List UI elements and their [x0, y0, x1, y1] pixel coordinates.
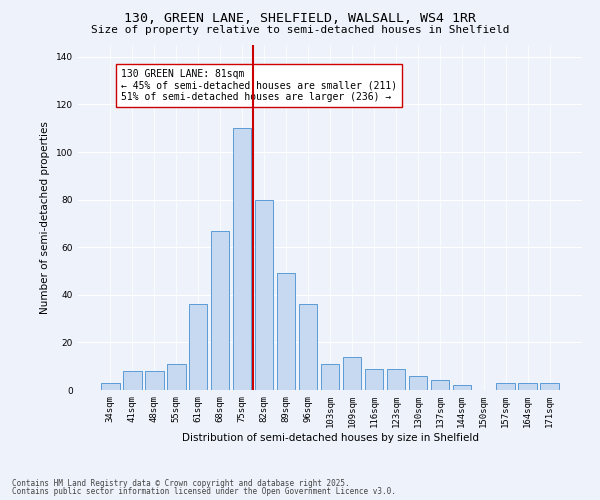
- Y-axis label: Number of semi-detached properties: Number of semi-detached properties: [40, 121, 50, 314]
- Bar: [145, 371, 164, 390]
- Bar: [189, 304, 208, 390]
- Bar: [255, 200, 274, 390]
- Text: 130, GREEN LANE, SHELFIELD, WALSALL, WS4 1RR: 130, GREEN LANE, SHELFIELD, WALSALL, WS4…: [124, 12, 476, 26]
- Bar: [101, 383, 119, 390]
- Bar: [409, 376, 427, 390]
- Bar: [299, 304, 317, 390]
- X-axis label: Distribution of semi-detached houses by size in Shelfield: Distribution of semi-detached houses by …: [182, 432, 479, 442]
- Text: Contains HM Land Registry data © Crown copyright and database right 2025.: Contains HM Land Registry data © Crown c…: [12, 478, 350, 488]
- Bar: [386, 368, 405, 390]
- Bar: [541, 383, 559, 390]
- Bar: [365, 368, 383, 390]
- Bar: [233, 128, 251, 390]
- Bar: [343, 356, 361, 390]
- Bar: [320, 364, 340, 390]
- Bar: [496, 383, 515, 390]
- Bar: [277, 274, 295, 390]
- Bar: [123, 371, 142, 390]
- Bar: [211, 230, 229, 390]
- Bar: [431, 380, 449, 390]
- Bar: [452, 385, 471, 390]
- Text: Size of property relative to semi-detached houses in Shelfield: Size of property relative to semi-detach…: [91, 25, 509, 35]
- Text: 130 GREEN LANE: 81sqm
← 45% of semi-detached houses are smaller (211)
51% of sem: 130 GREEN LANE: 81sqm ← 45% of semi-deta…: [121, 69, 397, 102]
- Text: Contains public sector information licensed under the Open Government Licence v3: Contains public sector information licen…: [12, 487, 396, 496]
- Bar: [518, 383, 537, 390]
- Bar: [167, 364, 185, 390]
